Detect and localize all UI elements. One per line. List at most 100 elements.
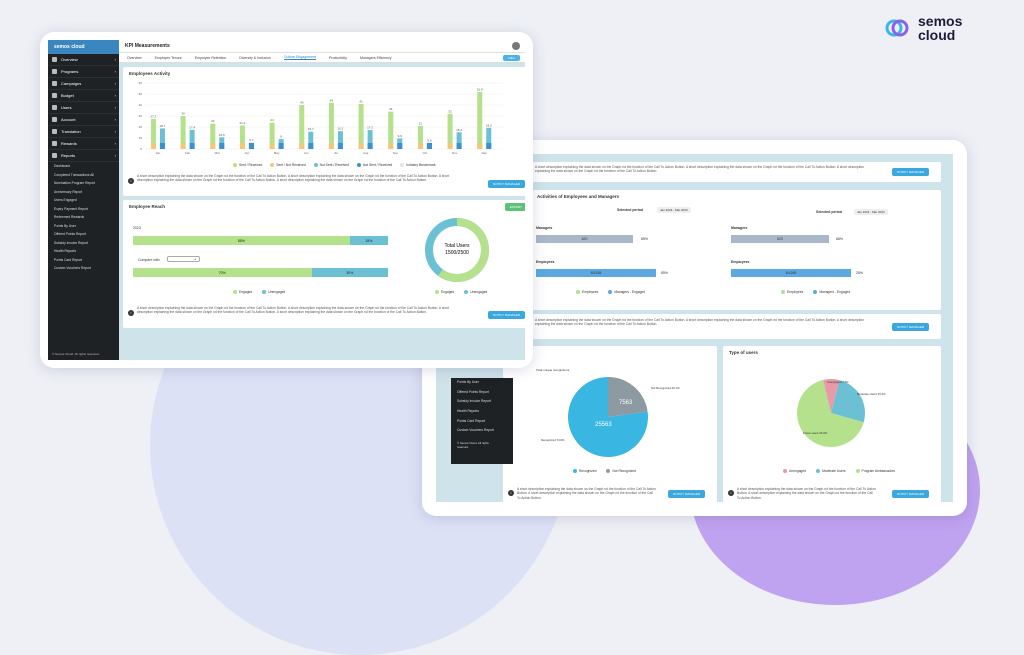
sidebar-item-programs[interactable]: Programs › [48,66,119,78]
compare-select[interactable]: ⌄ [167,256,200,262]
filter-button[interactable]: Filter [503,55,520,61]
x-tick-label: Oct [423,151,428,155]
bar-base-segment [477,143,483,149]
bar-sent-received [150,119,156,149]
bar-value-label: 17.2 [367,126,373,130]
chart-icon [52,153,57,158]
sidebar-subitem[interactable]: Completed Transactions All [54,172,94,177]
sidebar-item-label: Budget [61,93,74,98]
semos-logo-icon [885,19,909,37]
donut-legend: Engaged Unengaged [435,290,487,295]
sidebar-item-overview[interactable]: Overview › [48,54,119,66]
managers-bar-1: 620 [536,235,633,243]
pie-label-power: Power users 66.9% [803,431,828,435]
sidebar-item-reports[interactable]: Reports › [48,150,119,162]
sidebar-subitem[interactable]: Expiry Payment Report [54,206,88,211]
bar-value-label: 40 [300,101,304,105]
types-note-card: i A short description explaining the dat… [723,484,941,502]
bar-value-label: 17.4 [189,125,195,129]
sidebar-subitem[interactable]: Nomination Program Report [54,181,96,185]
period-select-1[interactable]: Jan 2023 - Mar 2023 [657,207,691,213]
sidebar-logo[interactable]: semos cloud [48,40,119,54]
sidebar-subitem[interactable]: Users Engaged [54,198,77,202]
bar-base-segment [239,143,245,149]
notify-manager-button[interactable]: NOTIFY MANAGER [668,490,705,498]
activities-legend-2: Employees Managers - Engaged [781,290,850,295]
bar-not-sent-received [367,130,373,149]
tab-culture-engagement[interactable]: Culture Engagement [283,55,316,60]
sidebar-subitem[interactable]: Health Reports [457,409,479,414]
tab-employee-tenure[interactable]: Employee Tenure [154,55,182,60]
notify-manager-button[interactable]: NOTIFY MANAGER [488,311,525,319]
sidebar-item-label: Programs [61,69,79,74]
pie-label-recognized: Recognized 73.9% [541,438,565,442]
bar-base-segment [180,143,186,149]
tab-managers-efficiency[interactable]: Managers Efficiency [360,55,392,60]
sidebar-subitem[interactable]: Custom Vouchers Report [54,266,91,270]
bar-base-segment [367,143,373,149]
sidebar-subitem[interactable]: Subsidy Invoice Report [457,399,491,404]
pie-slice-not-recognized [608,377,648,417]
sidebar-item-account[interactable]: Account › [48,114,119,126]
pie-slice-unengaged [823,379,840,413]
bar-value-label: 23 [211,119,215,123]
sidebar-subitem[interactable]: Redeemed Rewards [54,215,85,219]
notify-manager-button[interactable]: NOTIFY MANAGER [892,168,929,176]
x-tick-label: Jan [156,151,161,155]
tab-overview[interactable]: Overview [127,55,142,60]
sidebar-item-campaigns[interactable]: Campaigns › [48,78,119,90]
sidebar-subitem[interactable]: Points By User [54,223,76,228]
sidebar-item-label: Translation [61,129,81,134]
y-tick-label: 30 [139,114,143,118]
recognized-legend: Recognized Not Recognized [573,469,636,474]
types-note: A short description explaining the data … [737,487,876,500]
bar-value-label: 30 [181,112,185,116]
sidebar-item-label: Campaigns [61,81,82,86]
sidebar-subitem[interactable]: Subsidy Invoice Report [54,240,88,245]
bar-sent-received [210,123,216,149]
topbar: KPI Measurements [119,40,525,53]
sidebar-subitem[interactable]: Custom Vouchers Report [457,428,494,433]
bar-base-segment [397,143,403,149]
donut-engaged-arc [425,218,489,282]
tablet-frame-a: semos cloud Overview › Programs › Campaigns ›… [40,32,533,368]
sidebar-subitem[interactable]: Offered Points Report [54,232,86,236]
total-users-donut: Total Users 1500/2500 [425,218,489,282]
tab-productivity[interactable]: Productivity [328,55,348,60]
bar-value-label: 42 [330,98,334,102]
sidebar-item-users[interactable]: Users › [48,102,119,114]
sidebar-subitem[interactable]: Health Reports [54,249,76,253]
megaphone-icon [52,81,57,86]
sidebar-subitem[interactable]: Points Card Report [457,418,486,423]
bar-not-sent-received [189,129,195,149]
period-label-1: Selected period [617,208,644,212]
star-icon [52,69,57,74]
recognized-pie: 25563 7563 [568,377,648,457]
activities-title: Activities of Employees and Managers [537,194,620,199]
notify-manager-button[interactable]: NOTIFY MANAGER [892,490,929,498]
sidebar-subitem[interactable]: Offered Points Report [457,389,489,394]
info-icon: i [508,490,514,496]
bar-sent-received [180,116,186,149]
sidebar-subitem[interactable]: Anniversary Report [54,189,83,194]
notify-manager-button[interactable]: NOTIFY MANAGER [488,180,525,188]
activity-title: Employees Activity [129,71,171,76]
sidebar-subitem[interactable]: Points Card Report [54,257,83,262]
avatar[interactable] [512,42,520,50]
bar-base-segment [337,143,343,149]
sidebar-subitem[interactable]: Dashboard [54,164,71,168]
period-select-2[interactable]: Jan 2023 - Mar 2023 [854,209,888,215]
tab-employee-retention[interactable]: Employee Retention [194,55,227,60]
sidebar-item-translation[interactable]: Translation › [48,126,119,138]
bar-sent-received [299,105,305,149]
export-button[interactable]: EXPORT [504,203,525,211]
tab-diversity-inclusion[interactable]: Diversity & Inclusion [239,55,271,60]
employees-pct-1: 85% [661,271,669,275]
notify-manager-button[interactable]: NOTIFY MANAGER [892,323,929,331]
sidebar-item-budget[interactable]: Budget › [48,90,119,102]
chevron-right-icon: › [114,93,116,98]
types-pie [797,379,865,447]
sidebar-subitem[interactable]: Points By User [457,380,479,384]
bar-base-segment [456,143,462,149]
sidebar-item-rewards[interactable]: Rewards › [48,138,119,150]
